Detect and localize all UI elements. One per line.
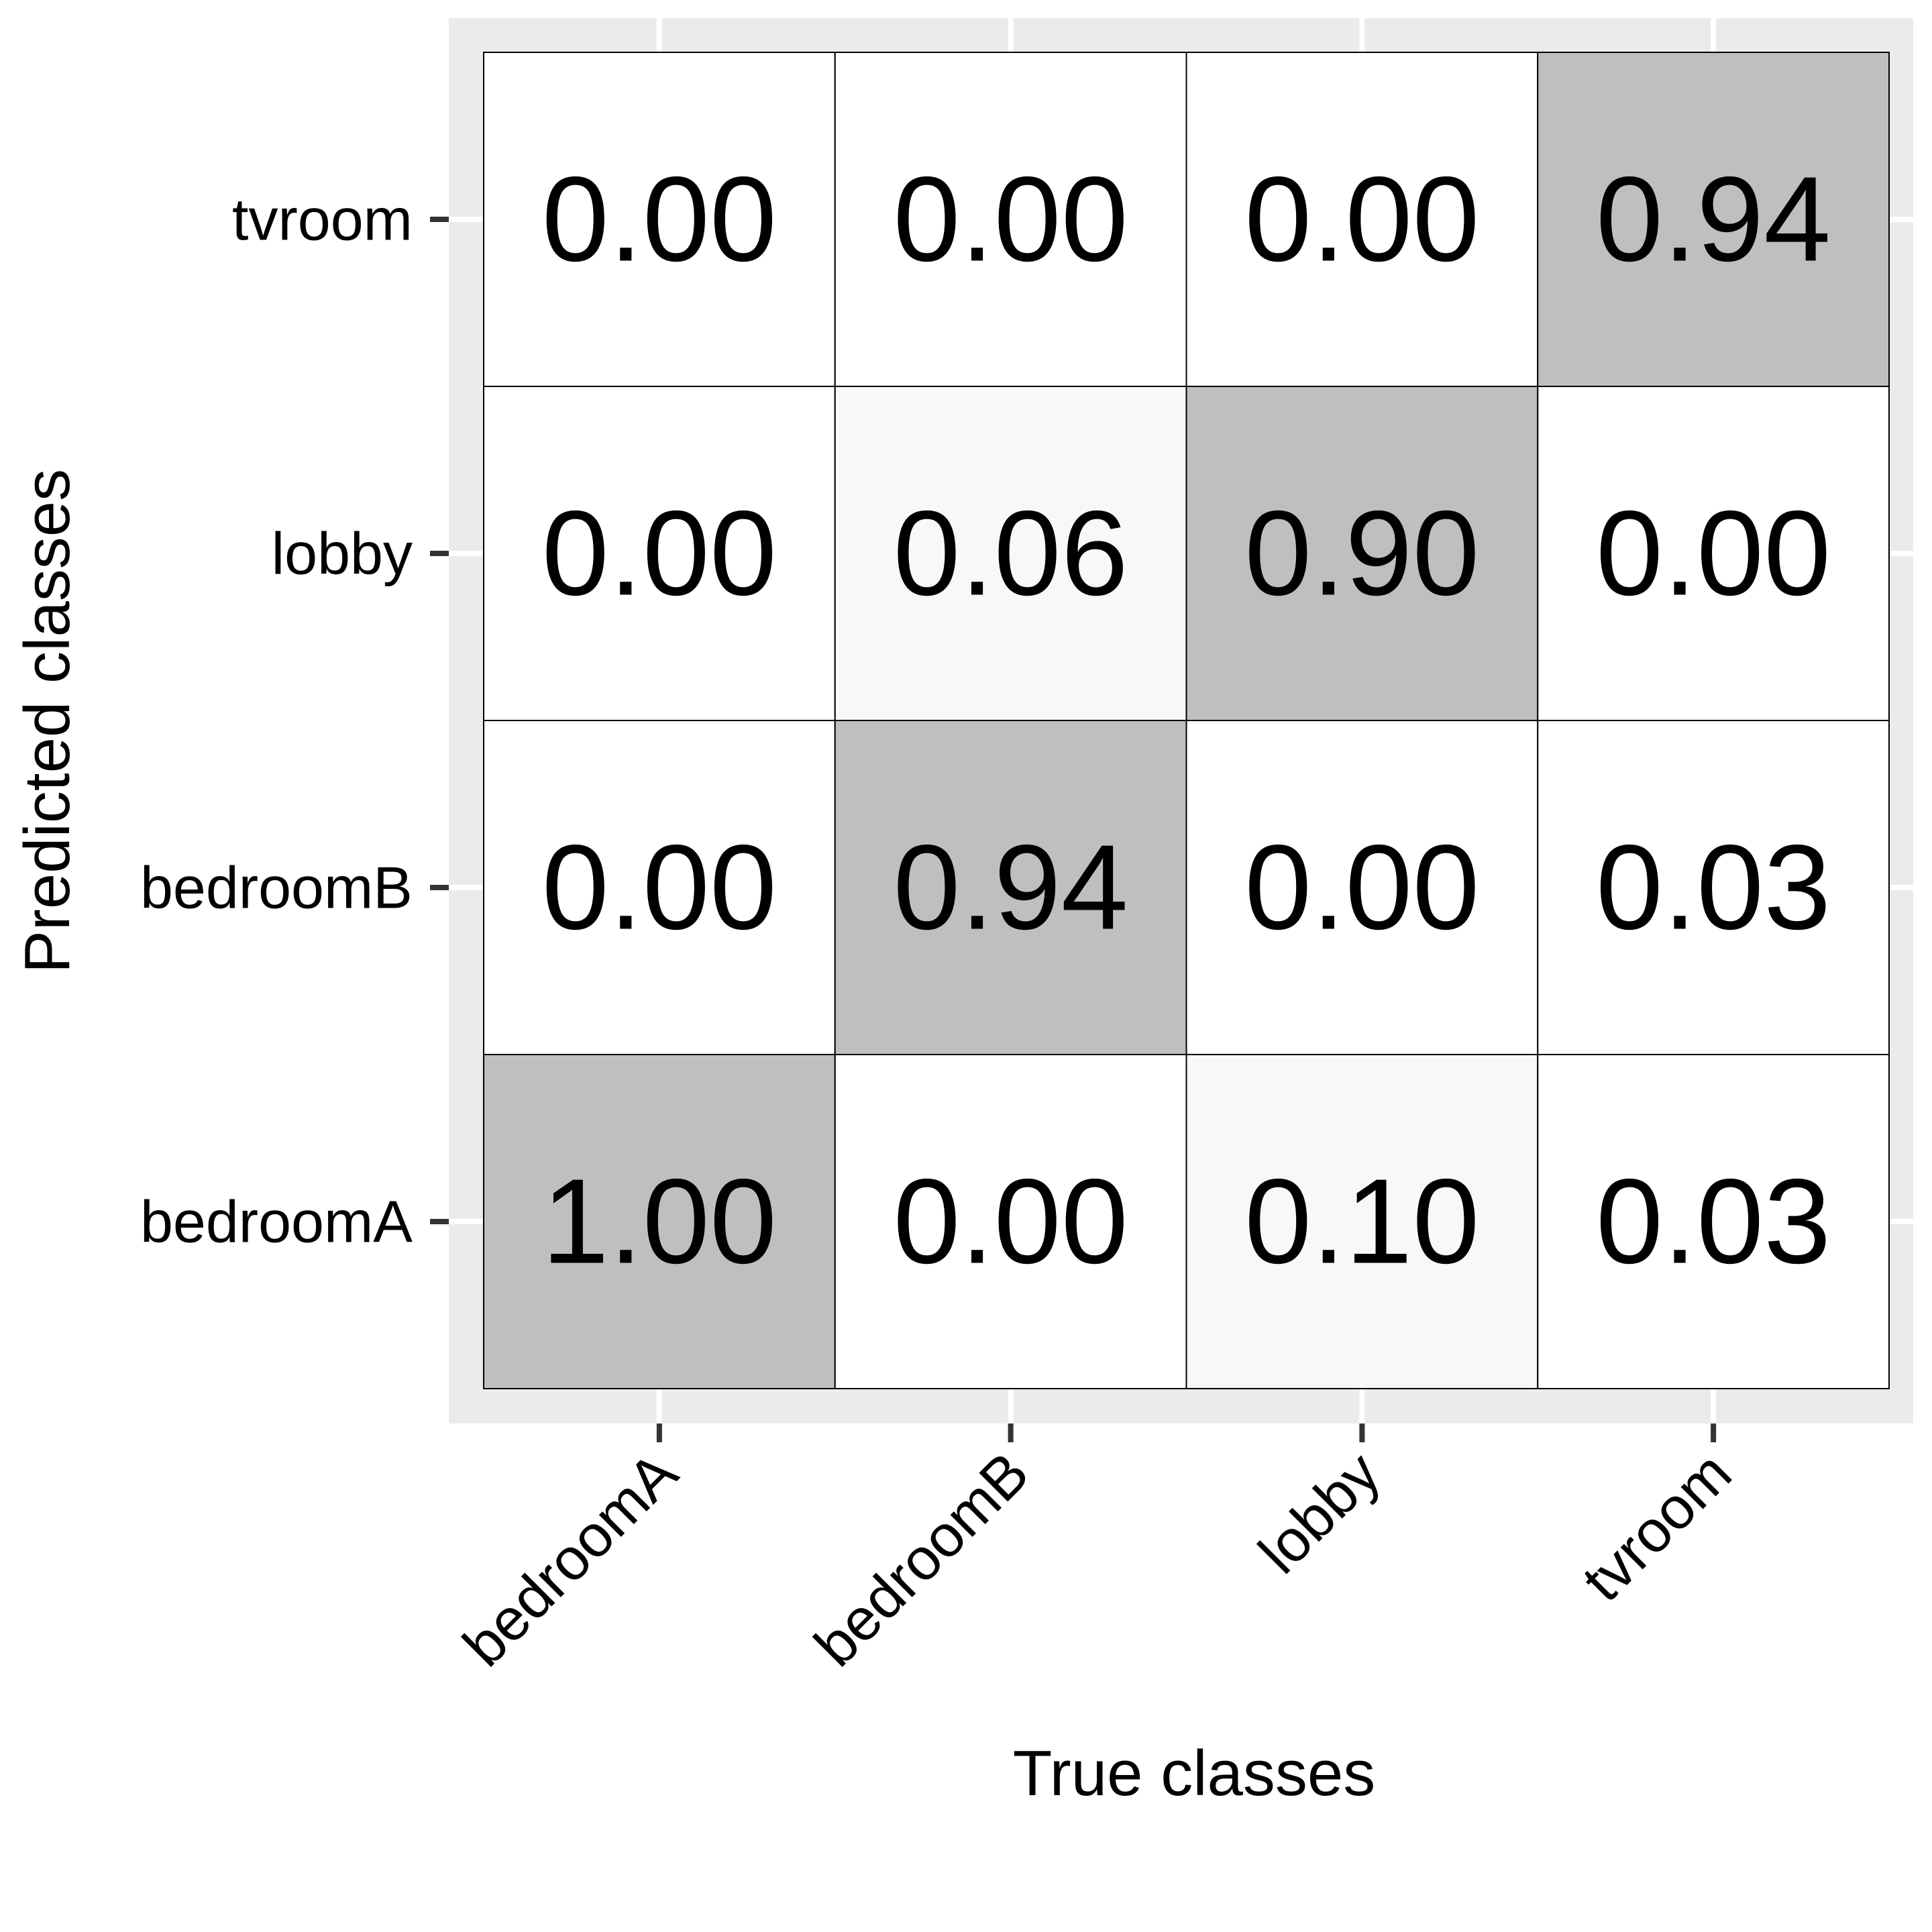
cell-label-lobby-bedroomB: 0.00	[1244, 820, 1479, 955]
cell-label-lobby-tvroom: 0.00	[1244, 152, 1479, 287]
y-axis-title: Predicted classes	[11, 469, 83, 973]
cell-lobby-bedroomA	[1185, 1054, 1539, 1389]
x-axis-title: True classes	[1013, 1737, 1376, 1809]
cell-label-tvroom-bedroomB: 0.03	[1596, 820, 1831, 955]
cell-label-bedroomA-tvroom: 0.00	[542, 152, 777, 287]
cell-lobby-bedroomB	[1185, 720, 1539, 1055]
cell-tvroom-bedroomB	[1537, 720, 1890, 1055]
cell-label-bedroomB-bedroomB: 0.94	[893, 820, 1128, 955]
cell-bedroomB-lobby	[834, 386, 1187, 721]
y-tick-label-lobby: lobby	[272, 521, 413, 587]
y-axis-ticks: bedroomA bedroomB lobby tvroom	[140, 186, 449, 1255]
cell-label-tvroom-lobby: 0.00	[1596, 486, 1831, 621]
y-tick-label-tvroom: tvroom	[232, 186, 413, 253]
cell-label-bedroomA-lobby: 0.00	[542, 486, 777, 621]
cell-label-tvroom-bedroomA: 0.03	[1596, 1155, 1831, 1289]
cell-label-lobby-bedroomA: 0.10	[1244, 1155, 1479, 1289]
cell-bedroomA-tvroom	[483, 52, 836, 387]
cell-label-bedroomA-bedroomB: 0.00	[542, 820, 777, 955]
cell-bedroomA-bedroomA	[483, 1054, 836, 1389]
y-tick-label-bedroomA: bedroomA	[140, 1189, 413, 1255]
cell-label-bedroomB-bedroomA: 0.00	[893, 1155, 1128, 1289]
heatmap-cells	[483, 52, 1890, 1389]
cell-lobby-lobby	[1185, 386, 1539, 721]
cell-label-bedroomB-tvroom: 0.00	[893, 152, 1128, 287]
cell-bedroomA-lobby	[483, 386, 836, 721]
cell-tvroom-bedroomA	[1537, 1054, 1890, 1389]
cell-tvroom-tvroom	[1537, 52, 1890, 387]
cell-bedroomB-tvroom	[834, 52, 1187, 387]
cell-label-bedroomB-lobby: 0.06	[893, 486, 1128, 621]
cell-label-lobby-lobby: 0.90	[1244, 486, 1479, 621]
y-tick-label-bedroomB: bedroomB	[140, 855, 413, 921]
cell-lobby-tvroom	[1185, 52, 1539, 387]
cell-label-bedroomA-bedroomA: 1.00	[542, 1155, 777, 1289]
cell-label-tvroom-tvroom: 0.94	[1596, 152, 1831, 287]
cell-bedroomB-bedroomA	[834, 1054, 1187, 1389]
cell-bedroomA-bedroomB	[483, 720, 836, 1055]
cell-tvroom-lobby	[1537, 386, 1890, 721]
cell-value-labels: 0.00 0.00 0.00 0.94 0.00 0.06 0.90 0.00 0.00 0.94…	[542, 152, 1831, 1289]
cell-bedroomB-bedroomB	[834, 720, 1187, 1055]
